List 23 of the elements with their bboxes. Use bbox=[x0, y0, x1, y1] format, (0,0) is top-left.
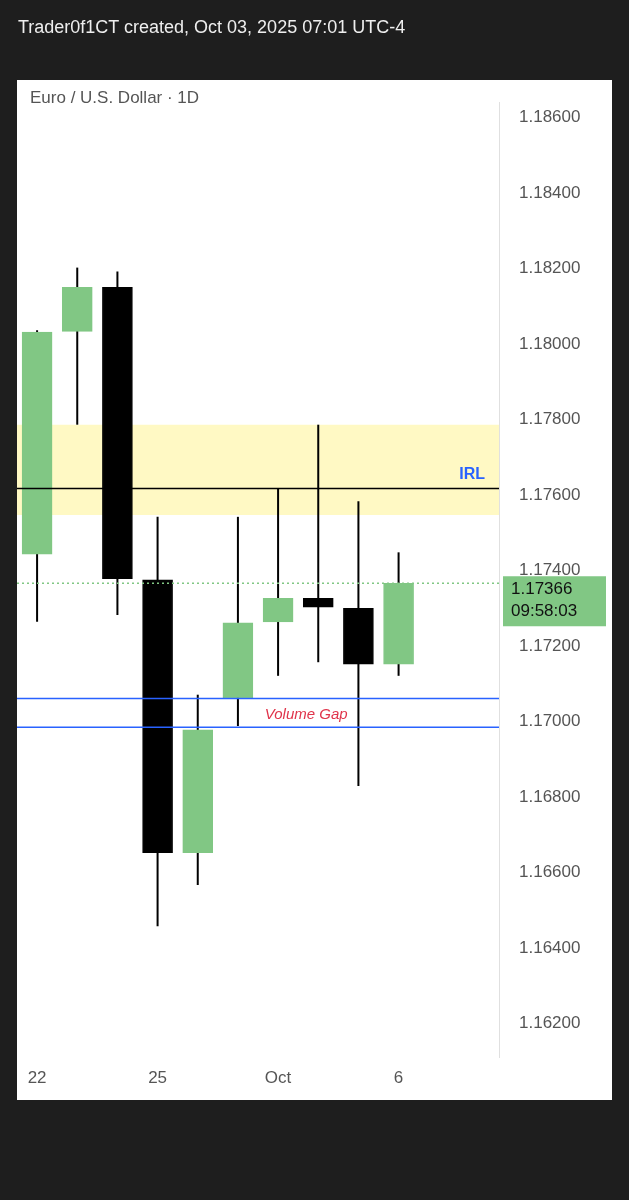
y-tick-label: 1.18000 bbox=[519, 333, 581, 353]
y-tick-label: 1.17600 bbox=[519, 484, 581, 504]
y-tick-label: 1.16400 bbox=[519, 937, 581, 957]
y-tick-label: 1.18600 bbox=[519, 106, 581, 126]
y-tick-label: 1.16200 bbox=[519, 1013, 581, 1033]
ref-line-label: 1.17366 bbox=[511, 578, 573, 598]
x-tick-label: 6 bbox=[393, 1068, 404, 1088]
y-tick-label: 1.16800 bbox=[519, 786, 581, 806]
y-tick-label: 1.18400 bbox=[519, 182, 581, 202]
ref-line-label: Volume Gap bbox=[264, 704, 348, 722]
x-tick-label: 22 bbox=[27, 1068, 47, 1088]
chart-title: Euro / U.S. Dollar · 1D bbox=[30, 88, 200, 108]
y-tick-label: 1.17800 bbox=[519, 409, 581, 429]
x-tick-label: 25 bbox=[148, 1068, 168, 1088]
x-tick-label: Oct bbox=[264, 1068, 292, 1088]
y-tick-label: 1.17400 bbox=[519, 560, 581, 580]
y-tick-label: 1.17200 bbox=[519, 635, 581, 655]
text: 09:58:03 bbox=[511, 600, 578, 620]
y-tick-label: 1.18200 bbox=[519, 258, 581, 278]
chart-subtitle: Trader0f1CT created, Oct 03, 2025 07:01 UTC-4 bbox=[18, 16, 407, 39]
ref-line-label: IRL bbox=[459, 464, 486, 482]
y-tick-label: 1.17000 bbox=[519, 711, 581, 731]
y-tick-label: 1.16600 bbox=[519, 862, 581, 882]
